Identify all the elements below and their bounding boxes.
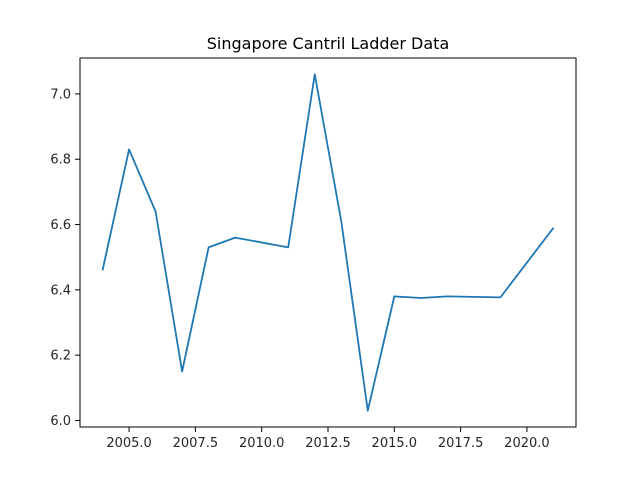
y-tick-label: 6.6 [50, 218, 71, 233]
y-tick-label: 6.4 [50, 283, 71, 298]
y-tick-label: 6.0 [50, 414, 71, 429]
x-tick-label: 2017.5 [438, 436, 484, 451]
plot-frame [79, 57, 577, 428]
y-axis: 6.0 6.2 6.4 6.6 6.8 7.0 [50, 87, 80, 429]
x-tick-label: 2020.0 [504, 436, 550, 451]
x-tick-label: 2010.0 [239, 436, 285, 451]
y-tick-label: 6.8 [50, 153, 71, 168]
series-layer [101, 73, 555, 412]
x-axis: 2005.0 2007.5 2010.0 2012.5 2015.0 2017.5 2020… [106, 427, 550, 451]
x-tick-label: 2015.0 [372, 436, 418, 451]
y-tick-label: 6.2 [50, 349, 71, 364]
x-tick-label: 2007.5 [173, 436, 219, 451]
x-tick-label: 2005.0 [106, 436, 152, 451]
chart-title: Singapore Cantril Ladder Data [207, 34, 450, 53]
y-tick-label: 7.0 [50, 87, 71, 102]
x-tick-label: 2012.5 [305, 436, 351, 451]
series-line [101, 73, 555, 412]
